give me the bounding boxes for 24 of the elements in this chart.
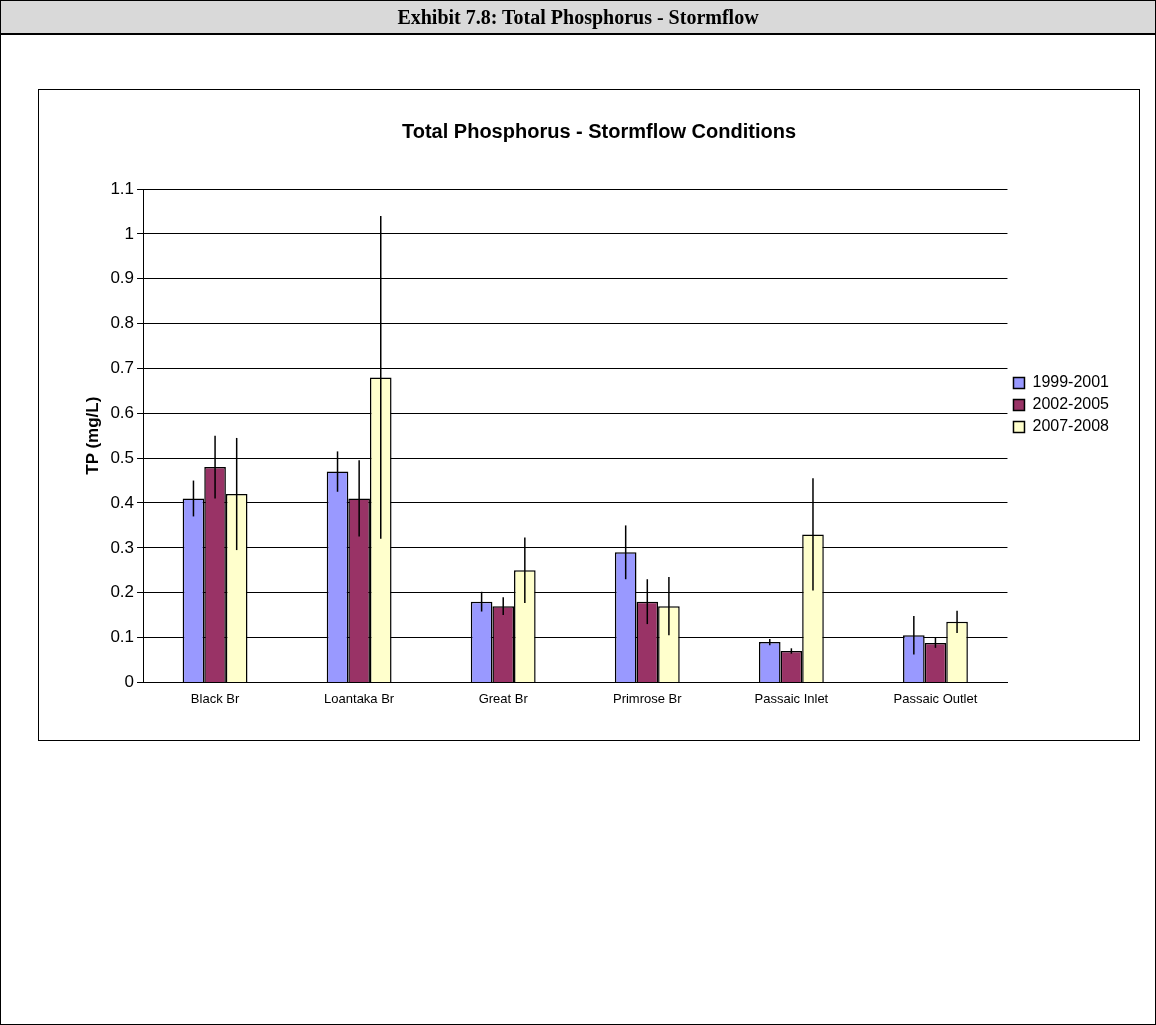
y-tick-label: 0.3 — [110, 537, 135, 557]
y-tick-label: 0.1 — [110, 627, 135, 647]
x-tick-label: Black Br — [190, 690, 240, 706]
x-tick-label: Primrose Br — [612, 690, 683, 706]
x-tick-label: Loantaka Br — [324, 690, 395, 706]
y-axis-title: TP (mg/L) — [82, 396, 102, 475]
y-tick-label: 0.9 — [110, 268, 135, 288]
y-tick-label: 0 — [124, 672, 135, 692]
x-tick-label: Passaic Outlet — [893, 690, 978, 706]
text: Exhibit 7.8: Total Phosphorus - Stormflow — [1, 1, 1155, 35]
x-tick-label: Great Br — [478, 690, 529, 706]
y-tick-label: 0.8 — [110, 313, 135, 333]
y-tick-label: 1 — [124, 223, 135, 243]
y-tick-label: 0.6 — [110, 402, 135, 422]
chart-title: Total Phosphorus - Stormflow Conditions — [401, 119, 797, 142]
y-tick-label: 0.4 — [110, 492, 135, 512]
legend-label: 1999-2001 — [1032, 373, 1110, 391]
x-tick-label: Passaic Inlet — [754, 690, 829, 706]
y-tick-label: 1.1 — [110, 178, 135, 198]
y-tick-label: 0.5 — [110, 447, 135, 467]
y-tick-label: 0.7 — [110, 358, 135, 378]
legend-label: 2002-2005 — [1032, 395, 1110, 413]
legend-label: 2007-2008 — [1032, 417, 1110, 435]
y-tick-label: 0.2 — [110, 582, 135, 602]
